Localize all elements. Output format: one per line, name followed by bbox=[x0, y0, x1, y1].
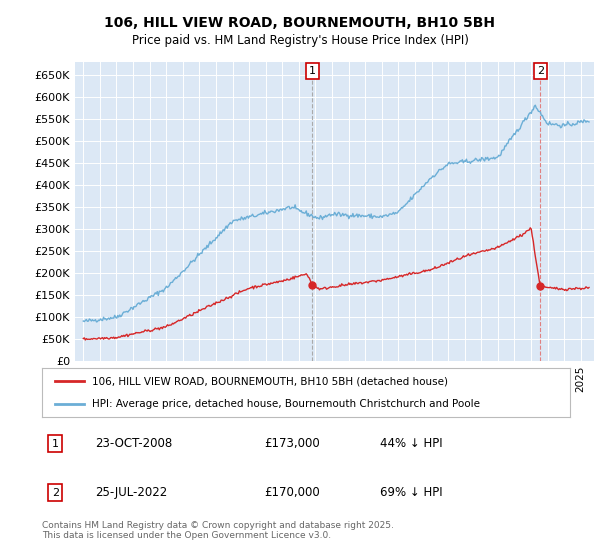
Text: Price paid vs. HM Land Registry's House Price Index (HPI): Price paid vs. HM Land Registry's House … bbox=[131, 34, 469, 46]
Text: 25-JUL-2022: 25-JUL-2022 bbox=[95, 486, 167, 499]
Text: 2: 2 bbox=[537, 66, 544, 76]
Text: 44% ↓ HPI: 44% ↓ HPI bbox=[380, 437, 443, 450]
Text: 106, HILL VIEW ROAD, BOURNEMOUTH, BH10 5BH: 106, HILL VIEW ROAD, BOURNEMOUTH, BH10 5… bbox=[104, 16, 496, 30]
Text: £170,000: £170,000 bbox=[264, 486, 320, 499]
Text: 1: 1 bbox=[52, 439, 59, 449]
Text: 2: 2 bbox=[52, 488, 59, 497]
Text: 69% ↓ HPI: 69% ↓ HPI bbox=[380, 486, 443, 499]
Text: 106, HILL VIEW ROAD, BOURNEMOUTH, BH10 5BH (detached house): 106, HILL VIEW ROAD, BOURNEMOUTH, BH10 5… bbox=[92, 376, 448, 386]
Text: Contains HM Land Registry data © Crown copyright and database right 2025.
This d: Contains HM Land Registry data © Crown c… bbox=[42, 521, 394, 540]
Text: 1: 1 bbox=[309, 66, 316, 76]
Text: 23-OCT-2008: 23-OCT-2008 bbox=[95, 437, 172, 450]
Text: £173,000: £173,000 bbox=[264, 437, 320, 450]
Text: HPI: Average price, detached house, Bournemouth Christchurch and Poole: HPI: Average price, detached house, Bour… bbox=[92, 399, 480, 409]
